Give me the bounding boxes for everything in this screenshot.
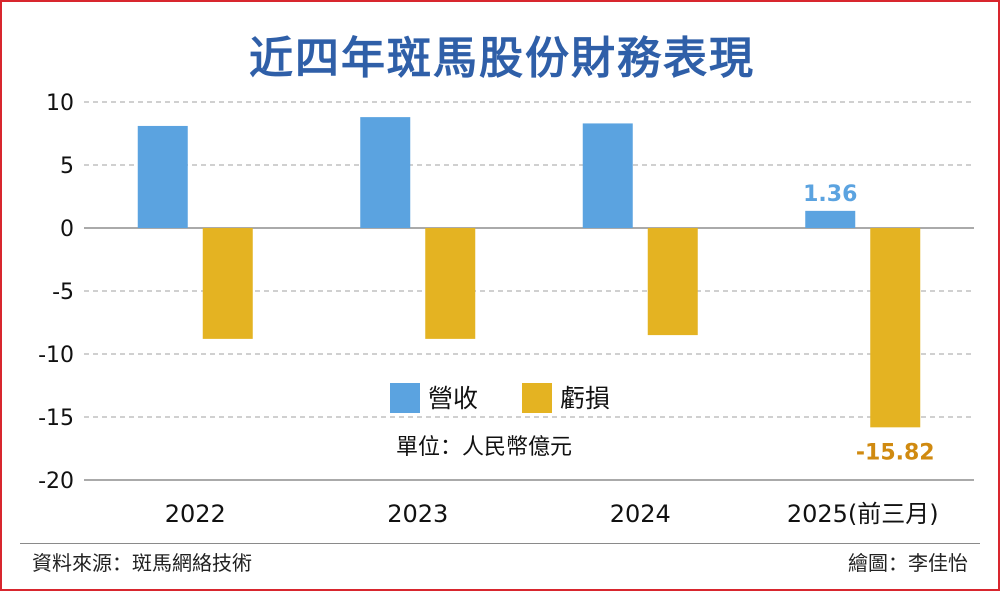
legend-label-revenue: 營收 bbox=[428, 384, 478, 413]
y-tick-label: 5 bbox=[60, 154, 74, 179]
bar-revenue bbox=[582, 123, 633, 228]
legend-swatch-loss bbox=[522, 383, 552, 413]
y-tick-label: -5 bbox=[52, 280, 74, 305]
footer-divider bbox=[20, 543, 980, 544]
chart-title: 近四年斑馬股份財務表現 bbox=[249, 33, 755, 84]
y-tick-label: -20 bbox=[38, 469, 74, 494]
bar-loss bbox=[202, 228, 253, 339]
y-tick-label: 10 bbox=[46, 91, 74, 116]
y-tick-label: 0 bbox=[60, 217, 74, 242]
source-note: 資料來源：斑馬網絡技術 bbox=[32, 551, 252, 575]
legend-swatch-revenue bbox=[390, 383, 420, 413]
credit-note: 繪圖：李佳怡 bbox=[848, 551, 968, 575]
bar-loss bbox=[425, 228, 476, 339]
bar-revenue bbox=[360, 117, 411, 228]
data-label: -15.82 bbox=[856, 440, 935, 465]
unit-label: 單位：人民幣億元 bbox=[396, 435, 572, 460]
bar-revenue bbox=[137, 125, 188, 228]
y-tick-label: -10 bbox=[38, 343, 74, 368]
bar-loss bbox=[870, 228, 921, 428]
legend-label-loss: 虧損 bbox=[560, 384, 610, 413]
y-tick-label: -15 bbox=[38, 406, 74, 431]
bar-revenue bbox=[805, 210, 856, 228]
x-tick-label: 2025(前三月) bbox=[787, 500, 939, 528]
x-tick-label: 2022 bbox=[165, 500, 226, 528]
x-tick-label: 2024 bbox=[610, 500, 671, 528]
x-tick-label: 2023 bbox=[387, 500, 448, 528]
data-label: 1.36 bbox=[803, 182, 857, 207]
bar-loss bbox=[647, 228, 698, 336]
